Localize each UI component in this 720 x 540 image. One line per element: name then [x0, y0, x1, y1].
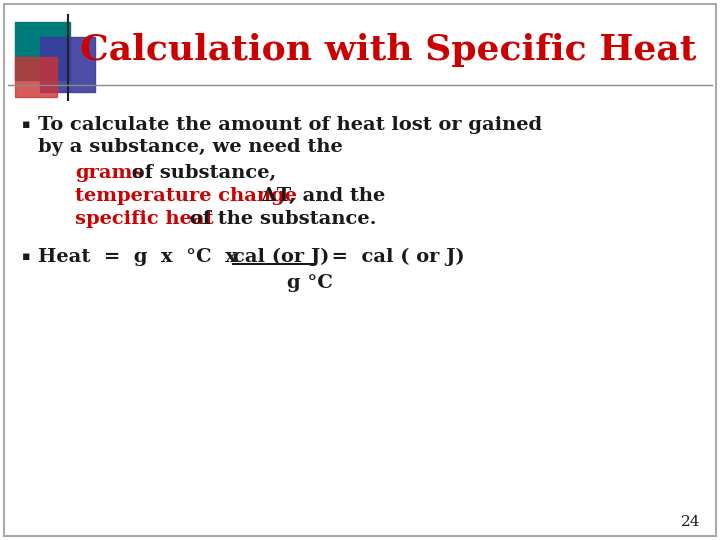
Text: cal (or J): cal (or J)	[233, 248, 329, 266]
Text: Calculation with Specific Heat: Calculation with Specific Heat	[80, 33, 696, 67]
Bar	[40, 37, 95, 92]
Bar	[15, 57, 57, 97]
Text: by a substance, we need the: by a substance, we need the	[38, 138, 343, 156]
Text: Heat  =  g  x  °C  x: Heat = g x °C x	[38, 248, 251, 266]
Text: To calculate the amount of heat lost or gained: To calculate the amount of heat lost or …	[38, 116, 542, 134]
Text: 24: 24	[680, 515, 700, 529]
FancyBboxPatch shape	[4, 4, 716, 536]
Bar	[15, 22, 70, 80]
Text: temperature change: temperature change	[75, 187, 297, 205]
Text: ΔT, and the: ΔT, and the	[248, 187, 385, 205]
Text: ▪: ▪	[22, 118, 30, 132]
Text: specific heat: specific heat	[75, 210, 214, 228]
Text: of the substance.: of the substance.	[183, 210, 377, 228]
Text: g °C: g °C	[287, 274, 333, 292]
Text: of substance,: of substance,	[125, 164, 276, 182]
Text: grams: grams	[75, 164, 143, 182]
Text: ▪: ▪	[22, 251, 30, 264]
Text: =  cal ( or J): = cal ( or J)	[318, 248, 464, 266]
